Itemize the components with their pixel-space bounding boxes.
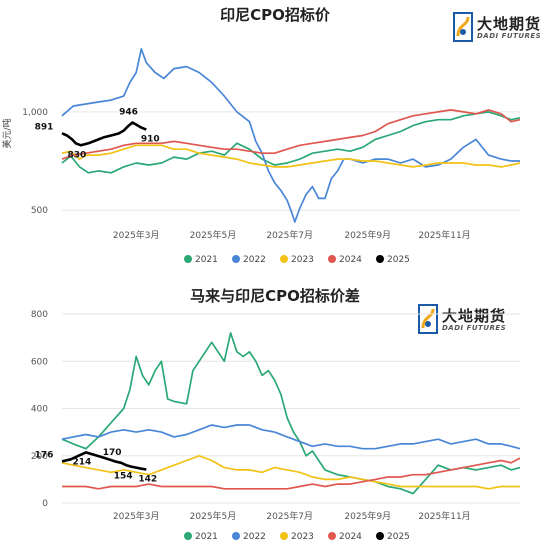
legend-marker [328,255,336,263]
data-label: 891 [35,122,54,132]
legend-marker [376,255,384,263]
y-tick-label: 800 [31,310,48,320]
series-line-2022 [61,48,520,223]
legend-marker [184,255,192,263]
data-label: 830 [67,150,86,160]
chart-panel-2: 马来与印尼CPO招标价差 大地期货 DADI FUTURES 0 200 400 60… [0,277,550,554]
legend-marker [376,532,384,540]
legend-label: 2021 [195,532,218,542]
x-tick-label: 2025年5月 [190,229,237,241]
logo-en-text: DADI FUTURES [442,324,507,332]
x-tick-label: 2025年7月 [266,510,313,522]
series-line-2021 [61,332,521,495]
legend-label: 2025 [387,255,410,265]
legend-marker [232,532,240,540]
data-label: 170 [103,448,122,458]
data-label: 214 [73,457,92,467]
x-tick-label: 2025年3月 [113,510,160,522]
x-tick-label: 2025年7月 [266,229,313,241]
x-tick-label: 2025年11月 [418,229,470,241]
series-line-2024 [62,457,521,490]
x-tick-label: 2025年9月 [344,229,391,241]
logo-mark-icon [418,304,438,334]
data-label: 910 [141,135,160,145]
legend-label: 2025 [387,532,410,542]
series-line-2025 [61,121,147,147]
chart-svg-1: 500 1,000 美元/吨 2025年3月 2025年5月 2025年7月 2025年9月… [1,48,521,265]
legend-label: 2022 [243,532,266,542]
data-label: 154 [114,472,133,482]
chart-panel-1: 印尼CPO招标价 大地期货 DADI FUTURES 500 1,000 美元/吨 2… [1,6,550,265]
legend-marker [280,255,288,263]
series-line-2023 [61,144,521,168]
series-line-2022 [61,424,521,450]
legend-label: 2022 [243,255,266,265]
logo-cn-text: 大地期货 [442,307,507,325]
data-label: 946 [119,107,138,117]
series-line-2021 [61,111,521,174]
series-line-2025 [61,451,147,471]
y-tick-label: 400 [31,405,48,415]
logo-mark-icon [453,12,473,42]
chart-title-2: 马来与印尼CPO招标价差 [190,287,360,305]
x-tick-label: 2025年3月 [113,229,160,241]
legend-label: 2023 [291,255,314,265]
logo-cn-text: 大地期货 [477,15,542,33]
chart-svg-2: 0 200 400 600 800 2025年3月 2025年5月 2025年7月 2025年9… [31,310,521,542]
y-tick-label: 0 [42,499,48,509]
series-line-2024 [61,109,521,160]
y-tick-label: 600 [31,357,48,367]
brand-logo-2: 大地期货 DADI FUTURES [418,304,530,338]
brand-logo-1: 大地期货 DADI FUTURES [453,12,550,46]
data-label: 142 [138,474,157,484]
data-label: 176 [35,450,54,460]
legend-label: 2023 [291,532,314,542]
legend-label: 2024 [339,532,362,542]
chart-title-1: 印尼CPO招标价 [220,6,330,24]
y-tick-label: 1,000 [22,108,48,118]
x-tick-label: 2025年9月 [344,510,391,522]
legend-marker [280,532,288,540]
logo-en-text: DADI FUTURES [477,32,542,40]
x-tick-label: 2025年5月 [190,510,237,522]
y-tick-label: 500 [31,206,48,216]
x-tick-label: 2025年11月 [418,510,470,522]
legend-label: 2021 [195,255,218,265]
y-tick-label: 200 [31,452,48,462]
legend-marker [184,532,192,540]
series-line-2023 [61,454,520,490]
legend-marker [328,532,336,540]
legend-label: 2024 [339,255,362,265]
legend-marker [232,255,240,263]
y-axis-label: 美元/吨 [1,118,13,148]
